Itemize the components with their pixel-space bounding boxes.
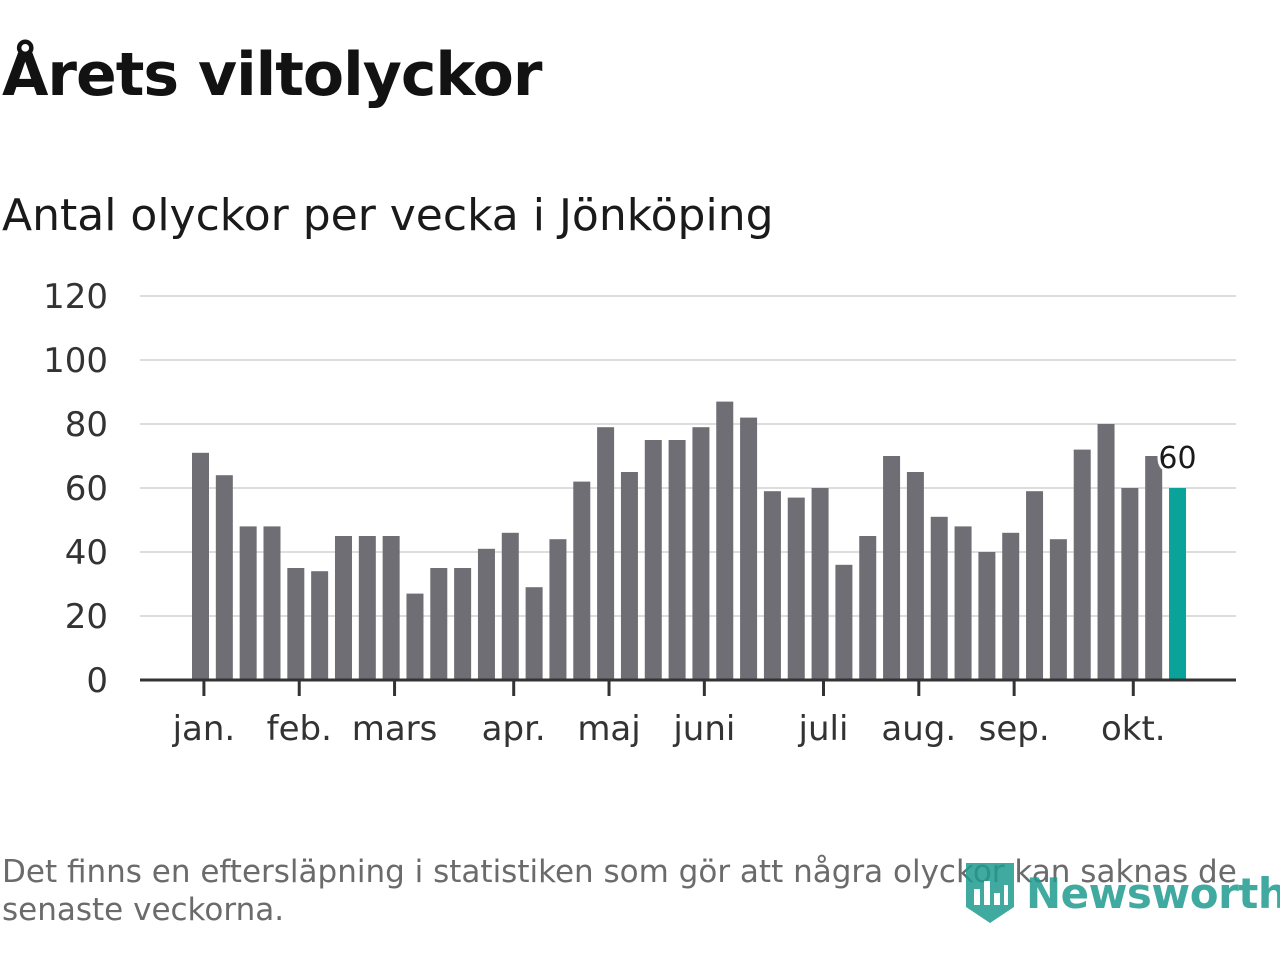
bar bbox=[930, 516, 948, 680]
x-tick-label: juli bbox=[798, 709, 849, 749]
bar bbox=[954, 526, 972, 680]
y-axis-ticks: 0 20 40 60 80 100 120 bbox=[43, 277, 108, 701]
bar bbox=[811, 488, 829, 680]
bar bbox=[263, 526, 281, 680]
bar bbox=[787, 497, 805, 680]
bar bbox=[239, 526, 257, 680]
chart-subtitle: Antal olyckor per vecka i Jönköping bbox=[2, 190, 774, 241]
x-tick-label: jan. bbox=[172, 709, 236, 749]
bar bbox=[859, 536, 877, 680]
x-tick-label: aug. bbox=[881, 709, 956, 749]
bar bbox=[1121, 488, 1139, 680]
bar bbox=[835, 564, 853, 680]
data-labels: 60 bbox=[1155, 438, 1199, 479]
x-tick-label: maj bbox=[577, 709, 640, 749]
bar bbox=[906, 472, 924, 680]
bar bbox=[501, 532, 519, 680]
x-tick-label: mars bbox=[352, 709, 438, 749]
x-tick-label: juni bbox=[672, 709, 735, 749]
bar bbox=[525, 587, 543, 680]
bars bbox=[192, 401, 1187, 680]
y-tick-label: 20 bbox=[65, 597, 108, 637]
chart-title: Årets viltolyckor bbox=[2, 40, 542, 110]
bar bbox=[430, 568, 448, 680]
gridlines bbox=[140, 295, 1236, 617]
bar bbox=[215, 475, 233, 680]
bar bbox=[287, 568, 305, 680]
bar bbox=[1049, 539, 1067, 680]
y-tick-label: 0 bbox=[86, 661, 108, 701]
bar bbox=[192, 452, 209, 680]
y-tick-label: 80 bbox=[65, 405, 108, 445]
x-tick-label: okt. bbox=[1101, 709, 1166, 749]
bar bbox=[311, 571, 329, 680]
y-tick-label: 60 bbox=[65, 469, 108, 509]
bar bbox=[1097, 424, 1115, 680]
bar bbox=[740, 417, 758, 680]
bar bbox=[716, 401, 734, 680]
bar bbox=[763, 491, 781, 680]
bar bbox=[1002, 532, 1020, 680]
bar bbox=[406, 593, 424, 680]
x-tick-label: feb. bbox=[267, 709, 332, 749]
x-axis-ticks: jan. feb. mars apr. maj juni juli aug. sep. okt. bbox=[172, 680, 1166, 749]
bar bbox=[358, 536, 376, 680]
newsworthy-logo: Newsworthy bbox=[962, 858, 1280, 928]
x-tick-label: apr. bbox=[482, 709, 546, 749]
bar bbox=[1073, 449, 1091, 680]
y-tick-label: 120 bbox=[43, 277, 108, 317]
footnote: Det finns en eftersläpning i statistiken… bbox=[2, 854, 1237, 928]
bar bbox=[668, 440, 686, 680]
bar bbox=[978, 552, 996, 680]
bar bbox=[597, 427, 615, 680]
bar bbox=[644, 440, 662, 680]
bar bbox=[692, 427, 710, 680]
bar bbox=[477, 548, 495, 680]
newsworthy-logo-text: Newsworthy bbox=[1026, 868, 1280, 918]
bar bbox=[382, 536, 400, 680]
bar bbox=[573, 481, 591, 680]
y-tick-label: 40 bbox=[65, 533, 108, 573]
bar bbox=[1145, 456, 1163, 680]
bar bbox=[620, 472, 638, 680]
bar bbox=[883, 456, 901, 680]
x-tick-label: sep. bbox=[979, 709, 1050, 749]
bar-current-week bbox=[1169, 488, 1187, 680]
newsworthy-logo-icon bbox=[966, 863, 1014, 923]
bar bbox=[1026, 491, 1044, 680]
data-label: 60 bbox=[1158, 441, 1196, 476]
y-tick-label: 100 bbox=[43, 341, 108, 381]
bar bbox=[334, 536, 352, 680]
bar bbox=[549, 539, 567, 680]
bar bbox=[454, 568, 472, 680]
